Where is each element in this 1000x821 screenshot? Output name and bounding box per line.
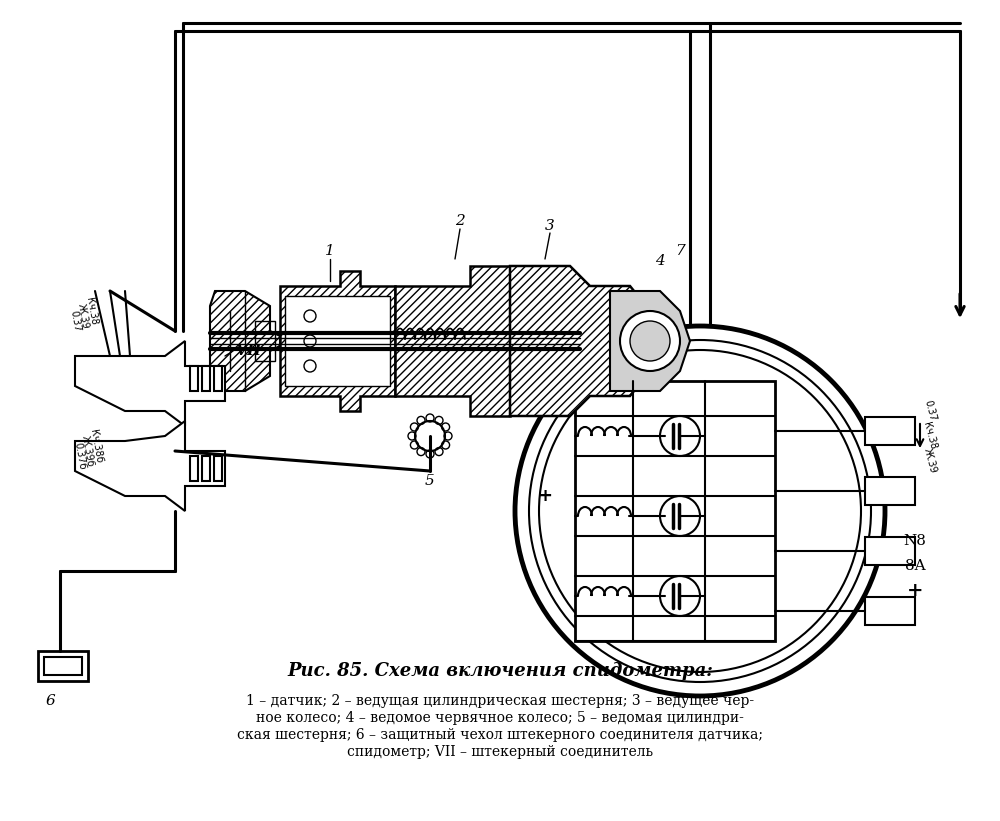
Circle shape [410, 423, 418, 431]
Polygon shape [610, 291, 690, 391]
Bar [865, 537, 915, 565]
Circle shape [304, 360, 316, 372]
Text: 0.37: 0.37 [68, 310, 82, 333]
Circle shape [410, 441, 418, 449]
Bar [202, 456, 210, 481]
Bar [865, 417, 915, 445]
Polygon shape [210, 291, 280, 391]
Bar [190, 366, 198, 391]
Circle shape [444, 432, 452, 440]
Bar [38, 651, 88, 681]
Circle shape [442, 423, 450, 431]
Circle shape [529, 340, 871, 682]
Polygon shape [75, 341, 225, 426]
Circle shape [620, 311, 680, 371]
Bar [575, 381, 775, 641]
Text: VII: VII [235, 344, 261, 358]
Text: Ж.39: Ж.39 [922, 447, 938, 475]
Circle shape [304, 310, 316, 322]
Text: Ж.39б: Ж.39б [80, 434, 96, 468]
Polygon shape [75, 421, 225, 511]
Text: Кч.38: Кч.38 [84, 296, 98, 326]
Text: 3: 3 [545, 219, 555, 233]
Text: 5: 5 [425, 474, 435, 488]
Text: 1: 1 [325, 244, 335, 258]
Bar [190, 456, 198, 481]
Bar [865, 477, 915, 505]
Circle shape [408, 432, 416, 440]
Bar [44, 657, 82, 675]
Text: ская шестерня; 6 – защитный чехол штекерного соединителя датчика;: ская шестерня; 6 – защитный чехол штекер… [237, 728, 763, 742]
Polygon shape [510, 266, 650, 416]
Bar [255, 321, 275, 361]
Text: 6: 6 [45, 694, 55, 708]
Text: 1 – датчик; 2 – ведущая цилиндрическая шестерня; 3 – ведущее чер-: 1 – датчик; 2 – ведущая цилиндрическая ш… [246, 694, 754, 708]
Text: Ж.39: Ж.39 [76, 302, 90, 329]
Text: 7: 7 [675, 244, 685, 258]
Text: 4: 4 [655, 254, 665, 268]
Bar [214, 366, 222, 391]
Bar [285, 296, 390, 386]
Circle shape [435, 416, 443, 424]
Text: 2: 2 [455, 214, 465, 228]
Bar [865, 597, 915, 625]
Text: +: + [907, 582, 923, 600]
Circle shape [435, 447, 443, 456]
Circle shape [426, 450, 434, 458]
Text: 0.37: 0.37 [922, 399, 938, 423]
Circle shape [417, 447, 425, 456]
Text: 0.37б: 0.37б [73, 442, 87, 470]
Bar [214, 456, 222, 481]
Polygon shape [395, 266, 510, 416]
Circle shape [442, 441, 450, 449]
Circle shape [417, 416, 425, 424]
Bar [202, 366, 210, 391]
Text: Кч.38б: Кч.38б [88, 429, 104, 464]
Circle shape [630, 321, 670, 361]
Bar [575, 381, 775, 641]
Text: 8A: 8A [905, 559, 925, 573]
Text: Кч.38: Кч.38 [922, 421, 938, 451]
Text: +: + [538, 487, 552, 505]
Polygon shape [280, 271, 395, 411]
Text: спидометр; VII – штекерный соединитель: спидометр; VII – штекерный соединитель [347, 745, 653, 759]
Text: ное колесо; 4 – ведомое червячное колесо; 5 – ведомая цилиндри-: ное колесо; 4 – ведомое червячное колесо… [256, 711, 744, 725]
Text: Рис. 85. Схема включения спидометра:: Рис. 85. Схема включения спидометра: [287, 662, 713, 680]
Text: N8: N8 [904, 534, 926, 548]
Circle shape [304, 335, 316, 347]
Circle shape [426, 414, 434, 422]
